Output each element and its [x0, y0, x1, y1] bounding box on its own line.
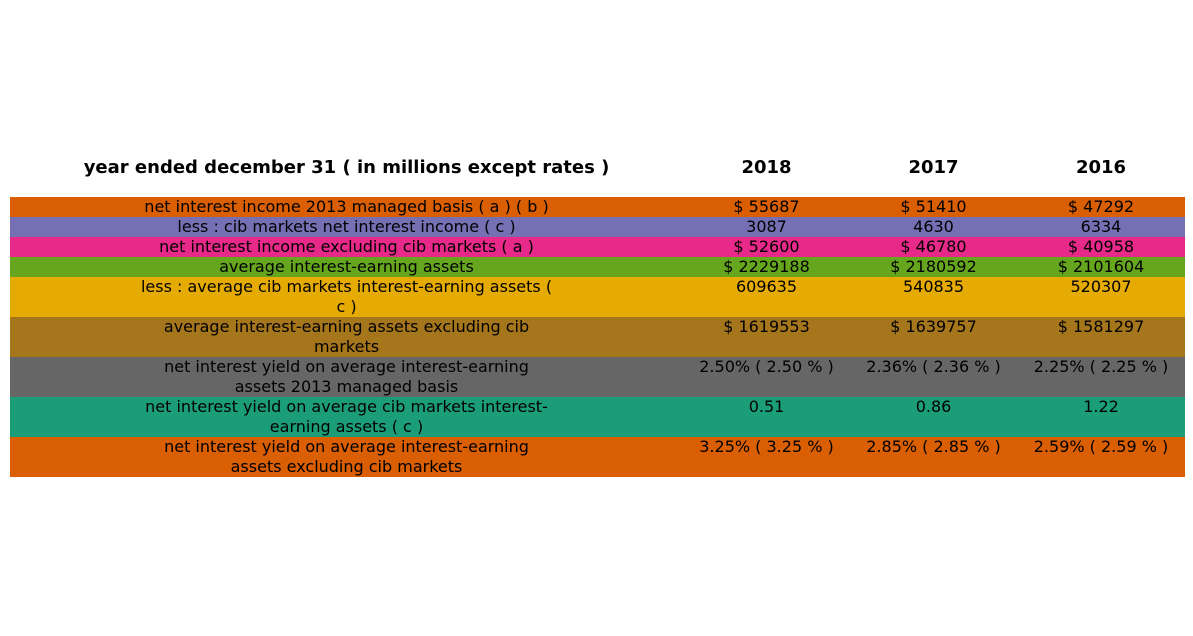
- header-year-2017: 2017: [908, 157, 959, 178]
- table-row: less : average cib markets interest-earn…: [10, 277, 1185, 317]
- row-label: less : average cib markets interest-earn…: [140, 277, 553, 316]
- row-value-2018: 3.25% ( 3.25 % ): [699, 437, 834, 456]
- header-year-2016: 2016: [1075, 157, 1127, 178]
- row-label: less : cib markets net interest income (…: [177, 217, 516, 236]
- row-value-2016: 1.22: [1083, 397, 1119, 416]
- row-value-2017: $ 1639757: [890, 317, 977, 336]
- row-label: average interest-earning assets: [219, 257, 474, 276]
- row-value-2017: $ 51410: [900, 197, 967, 216]
- table-row: net interest yield on average interest-e…: [10, 437, 1185, 477]
- row-value-2017: $ 2180592: [890, 257, 977, 276]
- table-row: average interest-earning assets $ 222918…: [10, 257, 1185, 277]
- table-row: net interest income excluding cib market…: [10, 237, 1185, 257]
- row-label: net interest yield on average interest-e…: [164, 357, 529, 396]
- row-value-2016: 2.59% ( 2.59 % ): [1033, 437, 1169, 456]
- table-row: net interest income 2013 managed basis (…: [10, 197, 1185, 217]
- row-value-2017: 0.86: [915, 397, 952, 416]
- row-value-2018: $ 52600: [733, 237, 800, 256]
- row-value-2016: 520307: [1070, 277, 1132, 296]
- row-value-2017: 2.85% ( 2.85 % ): [866, 437, 1001, 456]
- row-value-2016: 2.25% ( 2.25 % ): [1033, 357, 1169, 376]
- row-value-2016: $ 40958: [1067, 237, 1135, 256]
- row-value-2017: 2.36% ( 2.36 % ): [866, 357, 1001, 376]
- row-value-2017: $ 46780: [900, 237, 967, 256]
- row-value-2017: 4630: [913, 217, 954, 236]
- row-label: net interest income excluding cib market…: [159, 237, 534, 256]
- row-label: net interest yield on average cib market…: [145, 397, 548, 436]
- header-label-column: year ended december 31 ( in millions exc…: [83, 157, 610, 178]
- row-label: net interest income 2013 managed basis (…: [144, 197, 549, 216]
- row-value-2016: 6334: [1080, 217, 1122, 236]
- row-value-2018: $ 2229188: [723, 257, 810, 276]
- row-value-2017: 540835: [902, 277, 965, 296]
- row-value-2018: 3087: [746, 217, 787, 236]
- row-value-2018: 0.51: [748, 397, 785, 416]
- row-value-2018: 609635: [735, 277, 798, 296]
- table-row: net interest yield on average interest-e…: [10, 357, 1185, 397]
- table-header-row: year ended december 31 ( in millions exc…: [10, 157, 1185, 197]
- row-label: net interest yield on average interest-e…: [164, 437, 529, 476]
- row-value-2018: $ 55687: [733, 197, 800, 216]
- table-row: less : cib markets net interest income (…: [10, 217, 1185, 237]
- row-value-2016: $ 47292: [1067, 197, 1135, 216]
- table-row: average interest-earning assets excludin…: [10, 317, 1185, 357]
- row-label: average interest-earning assets excludin…: [163, 317, 530, 356]
- row-value-2018: 2.50% ( 2.50 % ): [699, 357, 834, 376]
- row-value-2016: $ 2101604: [1057, 257, 1145, 276]
- header-year-2018: 2018: [741, 157, 792, 178]
- row-value-2018: $ 1619553: [723, 317, 810, 336]
- financial-table: year ended december 31 ( in millions exc…: [10, 157, 1185, 477]
- table-row: net interest yield on average cib market…: [10, 397, 1185, 437]
- row-value-2016: $ 1581297: [1057, 317, 1145, 336]
